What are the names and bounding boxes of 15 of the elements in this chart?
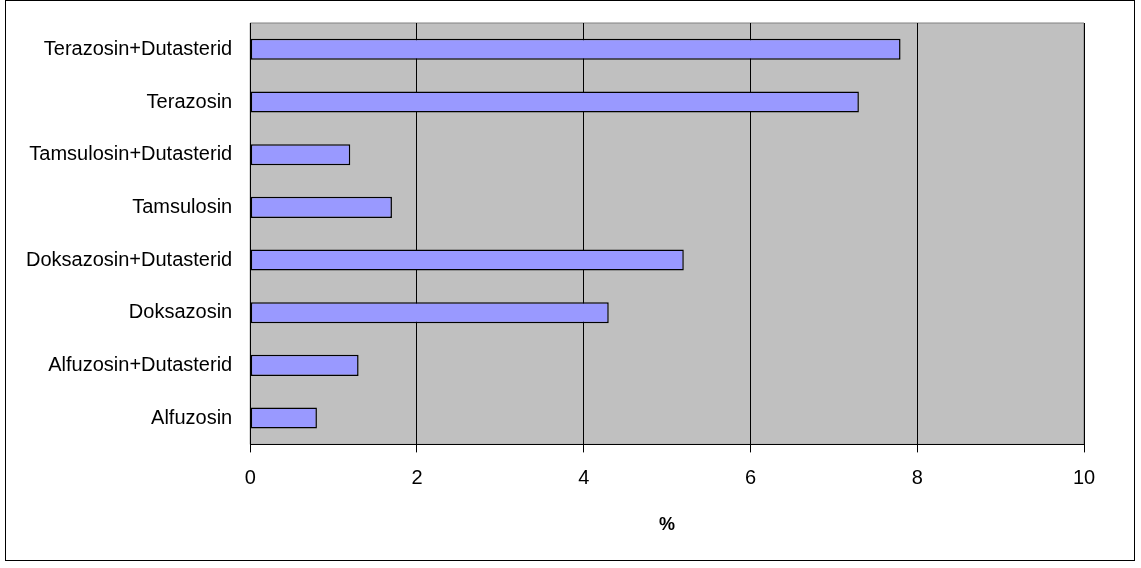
y-tick-label: Doksazosin	[128, 300, 233, 323]
x-axis-title: %	[659, 514, 676, 535]
y-tick-label: Terazosin	[146, 89, 233, 112]
y-tick-label: Tamsulosin	[132, 194, 233, 217]
y-tick-label: Doksazosin+Dutasterid	[25, 247, 233, 270]
x-tick-label: 8	[911, 465, 923, 488]
y-tick-label: Terazosin+Dutasterid	[43, 36, 233, 59]
x-tick-label: 2	[411, 465, 423, 488]
y-tick-label: Tamsulosin+Dutasterid	[29, 142, 233, 165]
y-tick-label: Alfuzosin	[151, 405, 233, 428]
x-tick-label: 10	[1072, 465, 1096, 488]
x-tick-label: 6	[744, 465, 757, 488]
x-tick-label: 4	[578, 465, 590, 488]
x-tick-label: 0	[244, 465, 256, 488]
y-tick-label: Alfuzosin+Dutasterid	[48, 352, 233, 375]
